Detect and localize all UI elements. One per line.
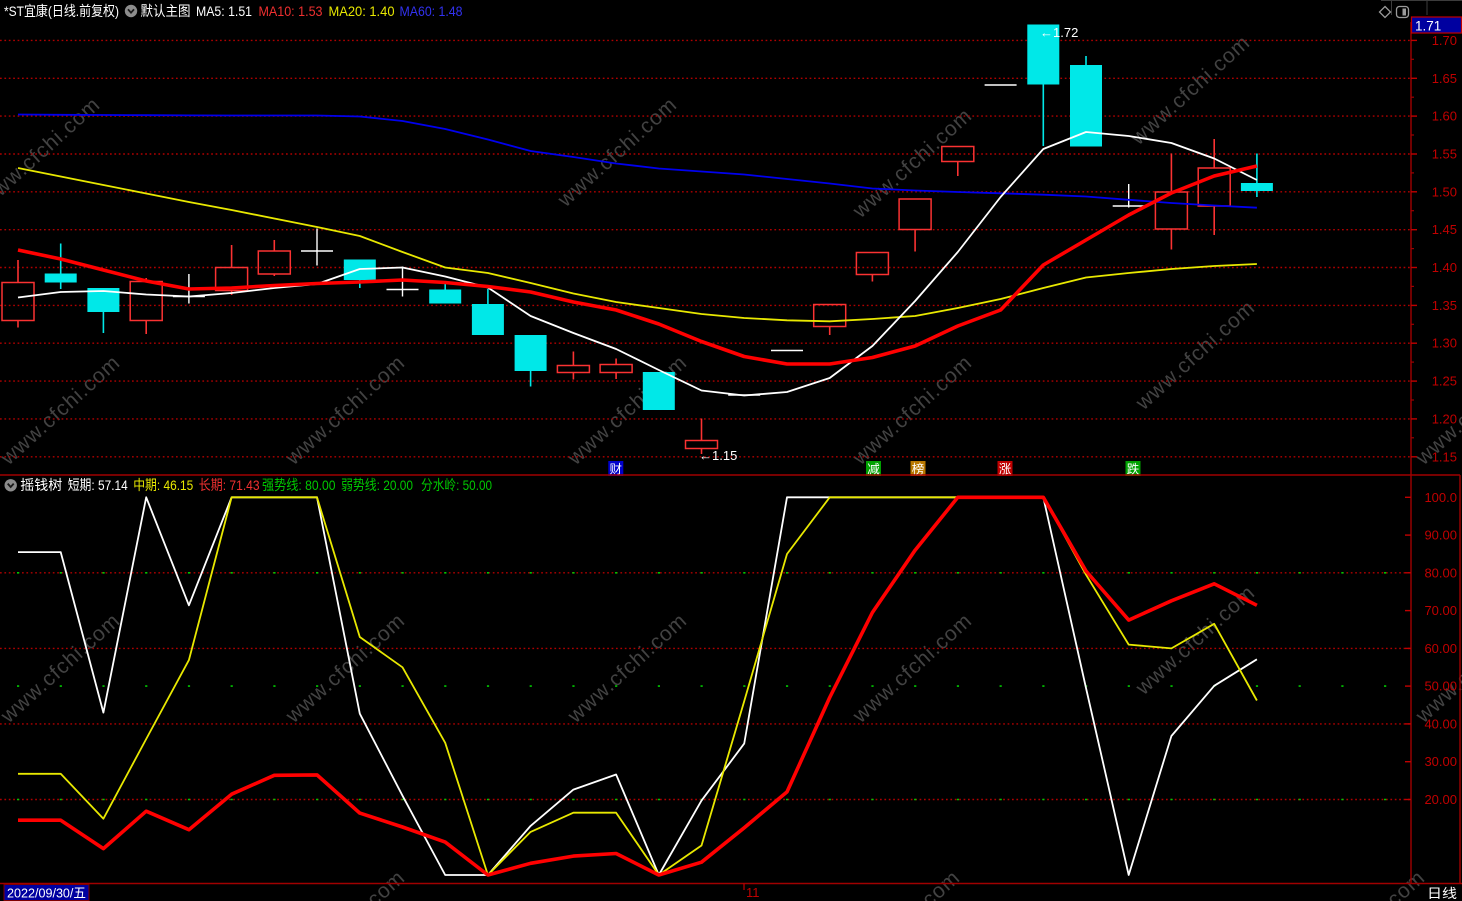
svg-text:1.30: 1.30: [1432, 336, 1457, 351]
svg-text:日线: 日线: [1427, 886, 1457, 901]
svg-text:1.35: 1.35: [1432, 298, 1457, 313]
svg-text:30.00: 30.00: [1424, 754, 1457, 769]
svg-text:1.50: 1.50: [1432, 184, 1457, 199]
svg-text:*ST宜康(日线.前复权): *ST宜康(日线.前复权): [4, 3, 119, 19]
svg-text:1.60: 1.60: [1432, 109, 1457, 124]
svg-text:1.70: 1.70: [1432, 33, 1457, 48]
svg-text:短期: 57.14: 短期: 57.14: [68, 477, 128, 493]
svg-text:←1.72: ←1.72: [1040, 25, 1078, 40]
svg-text:强势线: 80.00: 强势线: 80.00: [262, 477, 336, 493]
svg-text:1.25: 1.25: [1432, 374, 1457, 389]
svg-text:财: 财: [610, 463, 623, 477]
svg-text:摇钱树: 摇钱树: [20, 477, 62, 493]
svg-text:MA20: 1.40: MA20: 1.40: [329, 3, 395, 19]
svg-text:70.00: 70.00: [1424, 603, 1457, 618]
svg-text:90.00: 90.00: [1424, 528, 1457, 543]
svg-text:40.00: 40.00: [1424, 716, 1457, 731]
svg-text:1.71: 1.71: [1415, 19, 1441, 34]
svg-text:默认主图: 默认主图: [141, 3, 191, 19]
svg-text:1.45: 1.45: [1432, 222, 1457, 237]
svg-text:80.00: 80.00: [1424, 565, 1457, 580]
svg-text:跌: 跌: [1127, 462, 1140, 477]
svg-text:分水岭: 50.00: 分水岭: 50.00: [421, 477, 492, 493]
svg-text:长期: 71.43: 长期: 71.43: [199, 477, 260, 493]
svg-text:1.65: 1.65: [1432, 71, 1457, 86]
svg-text:←1.15: ←1.15: [699, 448, 737, 463]
svg-text:11: 11: [746, 885, 760, 900]
svg-text:涨: 涨: [999, 462, 1012, 477]
svg-text:100.0: 100.0: [1424, 490, 1457, 505]
svg-text:MA10: 1.53: MA10: 1.53: [259, 3, 323, 19]
svg-text:中期: 46.15: 中期: 46.15: [133, 477, 193, 493]
svg-text:2022/09/30/五: 2022/09/30/五: [7, 886, 86, 901]
svg-text:减: 减: [867, 463, 880, 477]
svg-text:弱势线: 20.00: 弱势线: 20.00: [341, 477, 413, 493]
svg-text:1.15: 1.15: [1432, 449, 1457, 464]
svg-text:MA60: 1.48: MA60: 1.48: [400, 3, 463, 19]
svg-text:MA5: 1.51: MA5: 1.51: [196, 3, 252, 19]
svg-text:60.00: 60.00: [1424, 641, 1457, 656]
svg-text:1.20: 1.20: [1432, 411, 1457, 426]
svg-text:1.55: 1.55: [1432, 147, 1457, 162]
svg-text:20.00: 20.00: [1424, 792, 1457, 807]
svg-text:50.00: 50.00: [1424, 679, 1457, 694]
svg-text:1.40: 1.40: [1432, 260, 1457, 275]
svg-text:榜: 榜: [912, 462, 925, 477]
